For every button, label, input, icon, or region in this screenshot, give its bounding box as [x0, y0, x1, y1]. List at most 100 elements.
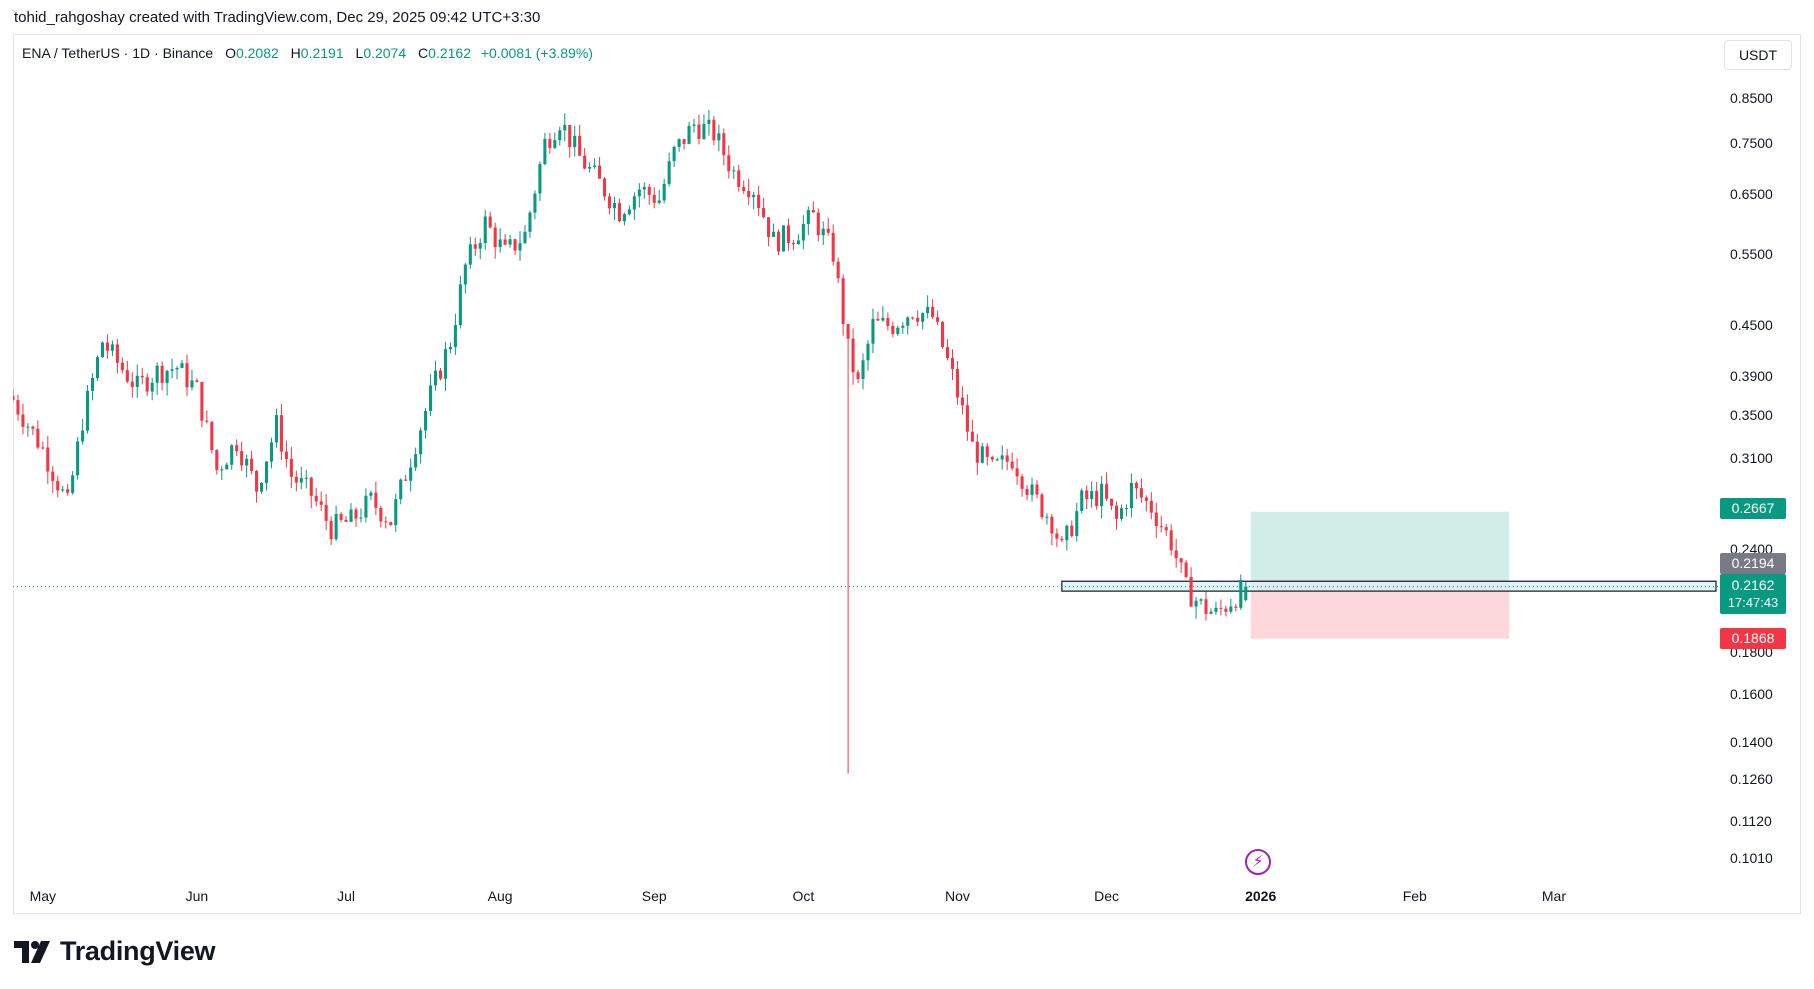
candle-body: [627, 209, 631, 215]
candle-body: [866, 343, 870, 361]
stop-loss-badge: 0.1868: [1720, 628, 1786, 649]
candle-body: [399, 479, 403, 500]
last-price-badge: 0.2162 17:47:43: [1720, 574, 1786, 614]
time-tick-label: Nov: [945, 888, 970, 904]
candle-body: [255, 470, 259, 492]
candle-body: [563, 125, 567, 131]
low-value: 0.2074: [363, 45, 407, 61]
candle-body: [195, 380, 199, 383]
candle-body: [468, 244, 472, 265]
candle-body: [752, 194, 756, 198]
candle-body: [513, 239, 517, 251]
candle-body: [593, 165, 597, 168]
candle-body: [543, 138, 547, 165]
candle-body: [1144, 497, 1148, 501]
currency-selector[interactable]: USDT: [1724, 40, 1792, 70]
tradingview-brand[interactable]: TradingView: [14, 936, 216, 967]
candle-body: [349, 509, 353, 522]
candle-body: [1055, 533, 1059, 539]
candle-body: [856, 372, 860, 379]
candle-body: [771, 231, 776, 237]
candle-body: [250, 458, 254, 471]
candle-body: [1239, 579, 1243, 608]
candle-body: [831, 232, 835, 262]
candle-body: [1100, 483, 1104, 507]
candle-body: [980, 446, 984, 463]
candle-body: [722, 133, 726, 156]
bar-countdown: 17:47:43: [1727, 595, 1779, 610]
candle-body: [901, 325, 905, 328]
candle-body: [324, 504, 328, 521]
candle-body: [985, 446, 989, 457]
open-value: 0.2082: [235, 45, 279, 61]
candle-body: [767, 217, 771, 237]
candle-body: [990, 456, 994, 460]
candle-body: [1000, 455, 1004, 460]
candle-body: [105, 342, 109, 351]
candle-body: [747, 190, 751, 198]
lightning-icon[interactable]: ⚡: [1245, 849, 1271, 875]
candle-body: [1105, 483, 1109, 499]
candle-body: [1010, 461, 1014, 469]
time-tick-label: Sep: [641, 888, 667, 904]
time-tick-label: 2026: [1245, 888, 1277, 904]
candle-body: [51, 471, 55, 481]
candle-body: [66, 489, 70, 493]
candle-body: [1025, 488, 1029, 495]
candle-body: [81, 430, 85, 442]
candle-body: [1129, 482, 1133, 509]
candle-body: [965, 405, 969, 432]
symbol-title[interactable]: ENA / TetherUS · 1D · Binance: [22, 45, 214, 61]
candle-body: [791, 243, 795, 245]
candle-body: [299, 477, 303, 483]
candle-body: [523, 231, 527, 244]
symbol-legend: ENA / TetherUS · 1D · Binance O0.2082 H0…: [22, 45, 593, 61]
candle-body: [478, 243, 482, 249]
candle-body: [533, 193, 537, 213]
price-tick-label: 0.3100: [1730, 450, 1773, 467]
candle-body: [602, 178, 607, 197]
candle-body: [945, 347, 950, 359]
candle-body: [936, 317, 940, 322]
open-label: O: [225, 45, 236, 61]
candle-body: [170, 369, 174, 371]
candle-body: [921, 313, 925, 322]
candle-body: [463, 264, 467, 285]
candle-body: [86, 390, 90, 431]
candle-body: [90, 378, 95, 391]
candle-body: [1050, 516, 1054, 534]
candle-body: [404, 479, 408, 481]
candle-body: [334, 513, 338, 540]
candle-body: [314, 495, 318, 502]
candle-body: [712, 119, 716, 141]
candle-body: [906, 317, 910, 326]
candle-body: [1234, 606, 1238, 608]
high-value: 0.2191: [300, 45, 344, 61]
candle-body: [453, 325, 457, 347]
candle-body: [811, 210, 815, 213]
candle-body: [876, 318, 880, 321]
candle-body: [100, 342, 105, 358]
candle-body: [1040, 494, 1044, 518]
candle-body: [369, 492, 373, 496]
candle-body: [1199, 599, 1203, 601]
candle-body: [433, 370, 438, 386]
candlestick-plot[interactable]: [13, 70, 1718, 880]
price-tick-label: 0.4500: [1730, 317, 1773, 334]
candle-body: [836, 261, 840, 279]
candle-body: [329, 520, 333, 540]
candle-body: [21, 414, 25, 427]
candle-body: [150, 382, 154, 392]
candle-body: [528, 212, 532, 232]
candle-body: [1045, 516, 1049, 518]
candle-body: [757, 194, 761, 209]
candle-body: [970, 431, 974, 442]
candle-body: [1229, 606, 1233, 612]
candle-body: [1030, 484, 1034, 495]
candle-body: [851, 338, 855, 373]
candle-body: [493, 227, 497, 248]
candle-body: [672, 146, 676, 162]
candle-body: [781, 225, 786, 252]
candle-body: [155, 365, 159, 383]
candle-body: [16, 400, 20, 415]
